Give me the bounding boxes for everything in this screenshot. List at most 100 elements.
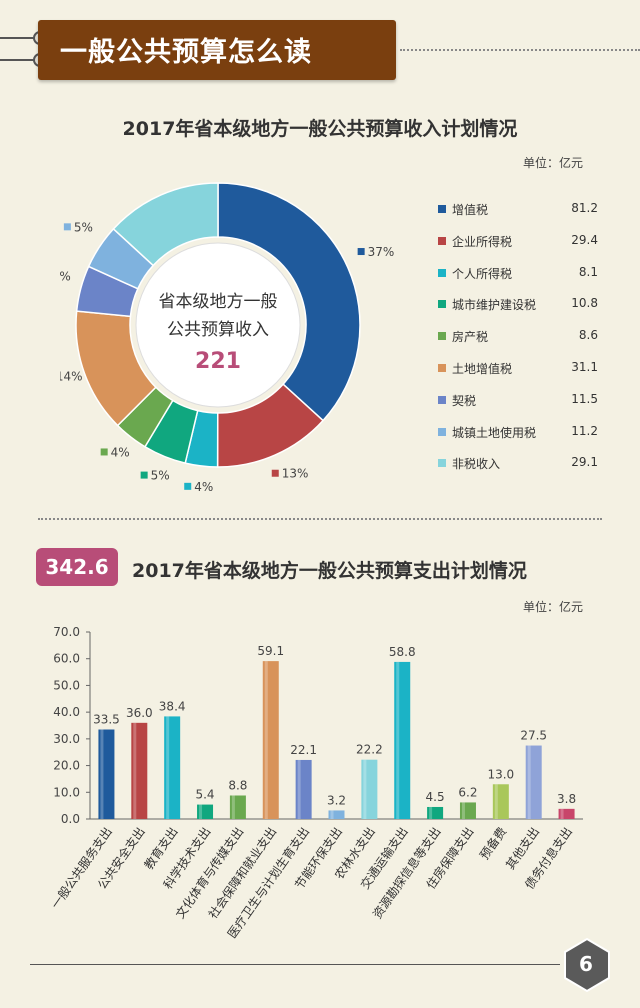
donut-percent-label: 5% bbox=[74, 220, 93, 234]
legend-item: 个人所得税 8.1 bbox=[438, 264, 598, 296]
footer-line bbox=[30, 964, 560, 965]
bar-value-label: 4.5 bbox=[426, 790, 445, 804]
bar-value-label: 36.0 bbox=[126, 706, 153, 720]
y-tick-label: 70.0 bbox=[53, 625, 80, 639]
expenditure-bar-chart: 0.0 10.0 20.0 30.0 40.0 50.0 60.0 70.0 33.5 一般公共服… bbox=[48, 625, 583, 940]
bar-value-label: 13.0 bbox=[487, 767, 514, 781]
donut-label-marker bbox=[100, 448, 108, 456]
bar bbox=[197, 804, 214, 819]
bar bbox=[459, 802, 476, 819]
legend-item: 房产税 8.6 bbox=[438, 327, 598, 359]
revenue-unit: 单位：亿元 bbox=[523, 156, 584, 170]
legend-item: 非税收入 29.1 bbox=[438, 454, 598, 486]
bar bbox=[295, 759, 312, 819]
donut-percent-label: 4% bbox=[194, 480, 213, 494]
bar-highlight bbox=[494, 784, 498, 819]
bar bbox=[164, 716, 181, 819]
donut-percent-label: 5% bbox=[151, 469, 170, 483]
legend-item: 土地增值税 31.1 bbox=[438, 359, 598, 391]
expenditure-total-badge: 342.6 bbox=[36, 548, 118, 586]
donut-label-marker bbox=[271, 469, 279, 477]
bar-value-label: 22.1 bbox=[290, 743, 317, 757]
donut-center-label-2: 公共预算收入 bbox=[167, 320, 269, 340]
y-tick-label: 60.0 bbox=[53, 652, 80, 666]
legend-label: 土地增值税 bbox=[452, 361, 513, 376]
bar bbox=[361, 759, 378, 819]
revenue-chart-title: 2017年省本级地方一般公共预算收入计划情况 bbox=[122, 118, 518, 140]
legend-label: 房产税 bbox=[452, 330, 489, 345]
bar-value-label: 5.4 bbox=[195, 788, 214, 802]
legend-value: 29.4 bbox=[571, 232, 598, 247]
bar bbox=[394, 661, 411, 819]
donut-percent-label: 5% bbox=[60, 270, 71, 284]
legend-value: 10.8 bbox=[571, 296, 598, 311]
bar-value-label: 3.8 bbox=[557, 792, 576, 806]
legend-value: 31.1 bbox=[571, 359, 598, 374]
bar bbox=[427, 806, 444, 819]
y-tick-label: 0.0 bbox=[61, 812, 80, 826]
donut-percent-label: 37% bbox=[368, 245, 395, 259]
bar bbox=[492, 784, 509, 819]
bar-highlight bbox=[133, 722, 137, 819]
x-category-label: 一般公共服务支出 bbox=[48, 824, 115, 911]
donut-center bbox=[135, 242, 301, 408]
legend-label: 个人所得税 bbox=[452, 266, 513, 281]
legend-swatch bbox=[438, 300, 446, 309]
bar-highlight bbox=[231, 795, 235, 819]
bar-value-label: 8.8 bbox=[228, 778, 247, 792]
donut-slice bbox=[217, 182, 361, 422]
bar-value-label: 22.2 bbox=[356, 743, 383, 757]
legend-value: 11.2 bbox=[571, 423, 598, 438]
legend-swatch bbox=[438, 332, 446, 341]
legend-value: 11.5 bbox=[571, 391, 598, 406]
legend-swatch bbox=[438, 427, 446, 436]
bar-value-label: 38.4 bbox=[159, 699, 186, 713]
revenue-legend: 增值税 81.2 企业所得税 29.4 个人所得税 8.1 城市维护建设税 10.8 房产税 8.… bbox=[438, 200, 598, 486]
bar-highlight bbox=[560, 808, 564, 819]
bar-highlight bbox=[297, 759, 301, 819]
bar-value-label: 33.5 bbox=[93, 713, 120, 727]
legend-label: 企业所得税 bbox=[452, 234, 513, 249]
legend-swatch bbox=[438, 268, 446, 277]
legend-label: 城市维护建设税 bbox=[452, 298, 537, 313]
bar-value-label: 59.1 bbox=[257, 644, 284, 658]
header-banner bbox=[38, 20, 396, 80]
donut-label-marker bbox=[63, 223, 71, 231]
bar-highlight bbox=[363, 759, 367, 819]
bar-highlight bbox=[199, 804, 203, 819]
legend-item: 城镇土地使用税 11.2 bbox=[438, 423, 598, 455]
legend-swatch bbox=[438, 363, 446, 372]
donut-percent-label: 4% bbox=[111, 445, 130, 459]
legend-label: 契税 bbox=[452, 393, 477, 408]
legend-label: 非税收入 bbox=[452, 457, 501, 472]
header-dotted-line bbox=[400, 49, 640, 51]
legend-value: 81.2 bbox=[571, 201, 598, 215]
bar-highlight bbox=[166, 716, 170, 819]
y-tick-label: 10.0 bbox=[53, 785, 80, 799]
bar-highlight bbox=[527, 745, 531, 819]
legend-label: 增值税 bbox=[452, 203, 489, 217]
expenditure-unit: 单位：亿元 bbox=[523, 600, 584, 614]
legend-value: 8.6 bbox=[578, 328, 598, 343]
donut-slice bbox=[112, 182, 219, 267]
legend-swatch bbox=[438, 236, 446, 245]
legend-value: 8.1 bbox=[578, 264, 598, 279]
section-divider bbox=[38, 518, 602, 520]
bar-highlight bbox=[461, 802, 465, 819]
donut-label-marker bbox=[184, 482, 192, 490]
donut-percent-label: 14% bbox=[60, 370, 83, 384]
bar-highlight bbox=[100, 729, 104, 819]
bar-value-label: 27.5 bbox=[520, 729, 547, 743]
bar-highlight bbox=[429, 806, 433, 819]
bar-highlight bbox=[264, 661, 268, 819]
page-number-hexagon bbox=[564, 937, 610, 993]
donut-percent-label: 13% bbox=[282, 467, 309, 481]
bar-highlight bbox=[330, 810, 334, 819]
donut-label-marker bbox=[140, 471, 148, 479]
page-number: 6 bbox=[579, 952, 593, 976]
y-tick-label: 50.0 bbox=[53, 678, 80, 692]
bar-value-label: 6.2 bbox=[458, 785, 477, 799]
y-tick-label: 40.0 bbox=[53, 705, 80, 719]
legend-swatch bbox=[438, 395, 446, 404]
